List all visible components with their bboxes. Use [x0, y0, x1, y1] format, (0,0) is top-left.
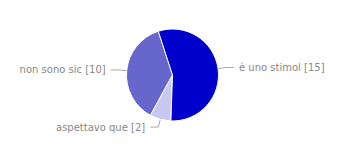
svg-text:è uno stimol [15]: è uno stimol [15]: [239, 62, 325, 73]
svg-text:non sono sic [10]: non sono sic [10]: [20, 64, 106, 75]
svg-text:aspettavo que [2]: aspettavo que [2]: [56, 122, 145, 133]
